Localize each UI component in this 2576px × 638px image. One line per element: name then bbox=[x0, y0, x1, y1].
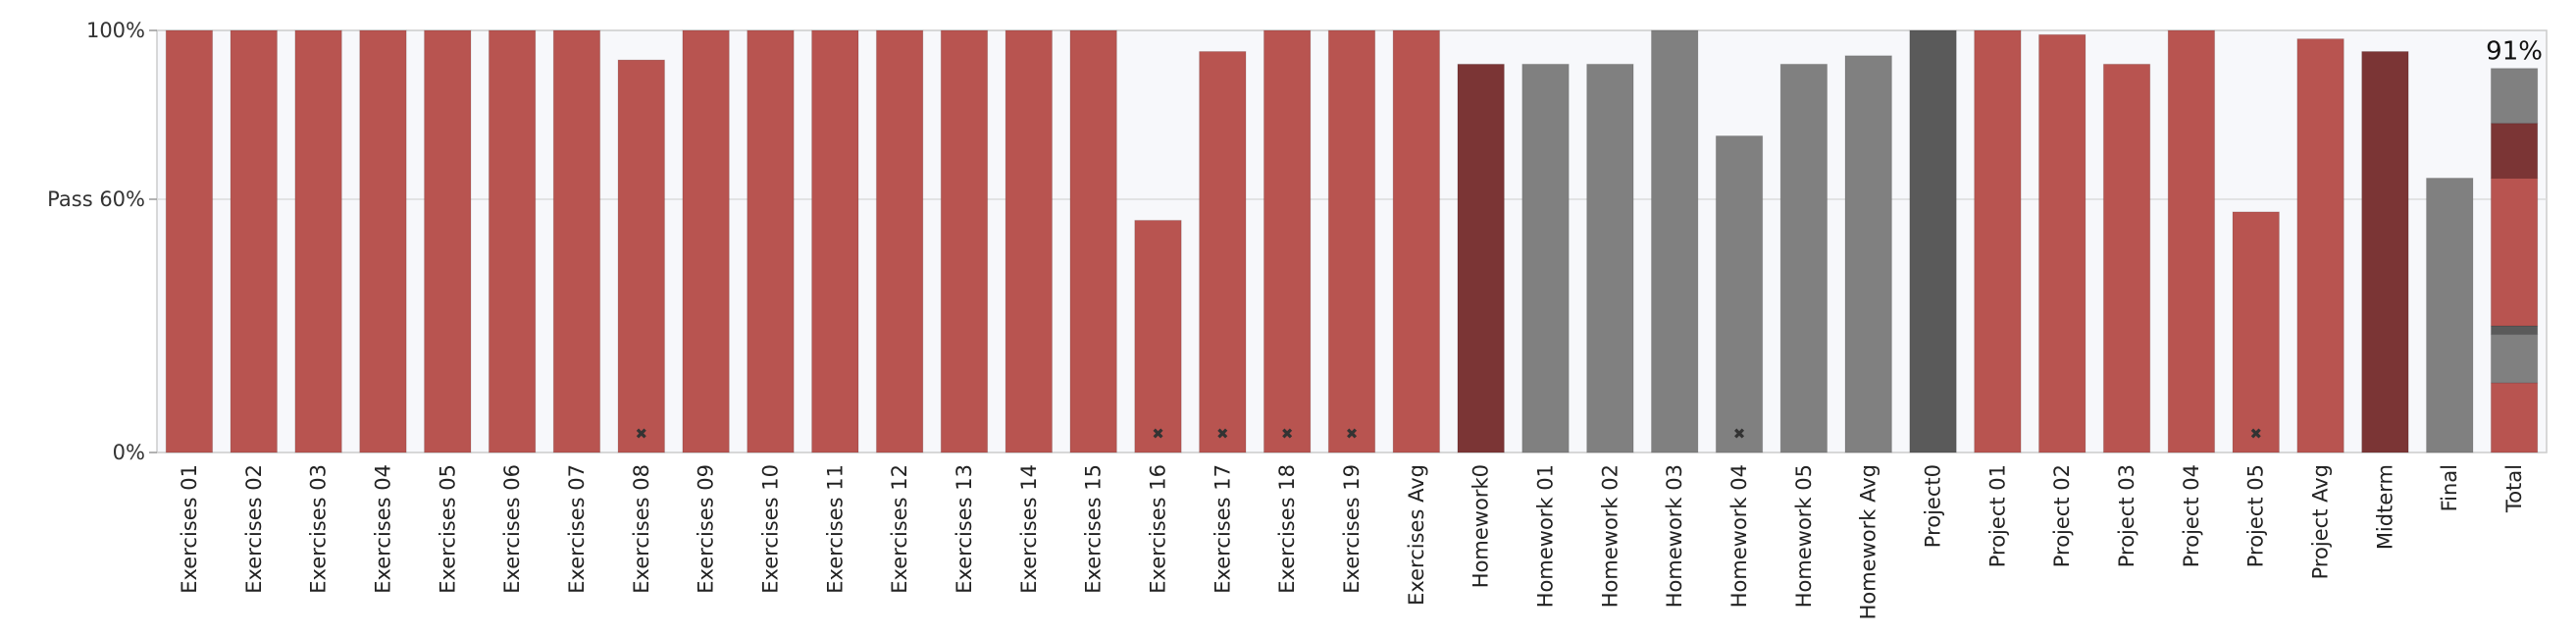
bar-total-segment-2 bbox=[2490, 334, 2539, 384]
x-label-total: Total bbox=[2502, 464, 2526, 513]
bar-exercises-19 bbox=[1327, 29, 1376, 453]
bar-exercises-16 bbox=[1134, 220, 1182, 453]
bar-project-03 bbox=[2102, 63, 2151, 453]
bar-total-segment-4 bbox=[2490, 178, 2539, 327]
x-label-exercises-01: Exercises 01 bbox=[178, 464, 201, 594]
x-label-exercises-19: Exercises 19 bbox=[1340, 464, 1364, 594]
bar-exercises-14 bbox=[1005, 29, 1054, 453]
x-label-exercises-04: Exercises 04 bbox=[371, 464, 394, 594]
bar-project-05 bbox=[2232, 211, 2280, 453]
x-label-homework-05: Homework 05 bbox=[1792, 464, 1816, 608]
x-label-exercises-08: Exercises 08 bbox=[630, 464, 653, 594]
bar-exercises-11 bbox=[811, 29, 859, 453]
bar-project-04 bbox=[2167, 29, 2216, 453]
bar-exercises-01 bbox=[165, 29, 214, 453]
x-label-exercises-10: Exercises 10 bbox=[758, 464, 782, 594]
y-axis-ticks: 0% Pass 60% 100% bbox=[47, 19, 157, 464]
x-label-exercises-07: Exercises 07 bbox=[565, 464, 589, 594]
bars-group bbox=[165, 29, 2539, 453]
bar-project-02 bbox=[2038, 33, 2087, 453]
x-label-exercises-05: Exercises 05 bbox=[436, 464, 459, 594]
x-label-project-04: Project 04 bbox=[2180, 464, 2203, 567]
x-label-exercises-06: Exercises 06 bbox=[500, 464, 524, 594]
bar-exercises-18 bbox=[1262, 29, 1312, 453]
bar-homework-05 bbox=[1779, 63, 1829, 453]
x-label-project-05: Project 05 bbox=[2244, 464, 2268, 567]
bar-exercises-07 bbox=[552, 29, 601, 453]
marker-homework-04: ✖ bbox=[1733, 425, 1746, 443]
total-value-label: 91% bbox=[2486, 37, 2543, 67]
x-label-midterm: Midterm bbox=[2373, 464, 2396, 550]
x-label-exercises-avg: Exercises Avg bbox=[1405, 464, 1428, 606]
x-label-homework-04: Homework 04 bbox=[1727, 464, 1751, 608]
bar-midterm bbox=[2361, 51, 2409, 453]
annotations-group: 91% bbox=[2486, 37, 2543, 67]
bar-exercises-05 bbox=[424, 29, 472, 453]
x-label-project0: Project0 bbox=[1922, 464, 1945, 548]
x-label-exercises-11: Exercises 11 bbox=[823, 464, 847, 594]
bar-total-segment-6 bbox=[2490, 68, 2539, 125]
bar-exercises-17 bbox=[1199, 51, 1247, 453]
bar-total-segment-3 bbox=[2490, 325, 2539, 336]
x-label-exercises-09: Exercises 09 bbox=[695, 464, 718, 594]
y-tick-label-100: 100% bbox=[86, 19, 145, 42]
bar-project-01 bbox=[1974, 29, 2022, 453]
bar-homework0 bbox=[1457, 63, 1505, 453]
x-label-exercises-02: Exercises 02 bbox=[242, 464, 266, 594]
x-label-homework-01: Homework 01 bbox=[1534, 464, 1558, 608]
bar-homework-avg bbox=[1844, 55, 1892, 453]
marker-exercises-16: ✖ bbox=[1152, 425, 1164, 443]
x-label-exercises-17: Exercises 17 bbox=[1211, 464, 1234, 594]
x-label-exercises-16: Exercises 16 bbox=[1146, 464, 1169, 594]
bar-total-segment-5 bbox=[2490, 123, 2539, 179]
x-label-homework0: Homework0 bbox=[1469, 464, 1493, 588]
bar-exercises-15 bbox=[1069, 29, 1117, 453]
markers-group: ✖ ✖ ✖ ✖ ✖ ✖ ✖ bbox=[635, 425, 2262, 443]
bar-exercises-02 bbox=[230, 29, 278, 453]
x-label-exercises-03: Exercises 03 bbox=[307, 464, 331, 594]
x-label-project-02: Project 02 bbox=[2050, 464, 2074, 567]
x-label-project-03: Project 03 bbox=[2115, 464, 2138, 567]
bar-exercises-08 bbox=[617, 59, 665, 453]
x-label-homework-02: Homework 02 bbox=[1598, 464, 1622, 608]
bar-homework-03 bbox=[1650, 29, 1699, 453]
x-label-final: Final bbox=[2438, 464, 2461, 511]
bar-exercises-06 bbox=[488, 29, 537, 453]
y-tick-label-60: Pass 60% bbox=[47, 187, 145, 211]
marker-exercises-17: ✖ bbox=[1216, 425, 1229, 443]
marker-exercises-19: ✖ bbox=[1346, 425, 1359, 443]
marker-exercises-08: ✖ bbox=[635, 425, 647, 443]
bar-final bbox=[2426, 178, 2474, 453]
bar-homework-04 bbox=[1715, 135, 1764, 453]
bar-project-avg bbox=[2296, 38, 2344, 453]
bar-exercises-13 bbox=[940, 29, 989, 453]
bar-project0 bbox=[1909, 29, 1957, 453]
x-label-project-avg: Project Avg bbox=[2309, 464, 2333, 579]
bar-exercises-12 bbox=[875, 29, 924, 453]
x-label-exercises-12: Exercises 12 bbox=[888, 464, 911, 594]
bar-exercises-avg bbox=[1392, 29, 1441, 453]
x-label-exercises-15: Exercises 15 bbox=[1082, 464, 1106, 594]
bar-homework-02 bbox=[1586, 63, 1634, 453]
bar-homework-01 bbox=[1521, 63, 1570, 453]
x-label-exercises-18: Exercises 18 bbox=[1275, 464, 1299, 594]
x-label-homework-03: Homework 03 bbox=[1663, 464, 1686, 608]
x-axis-labels: Exercises 01 Exercises 02 Exercises 03 Exer… bbox=[178, 464, 2526, 619]
bar-exercises-04 bbox=[359, 29, 407, 453]
marker-exercises-18: ✖ bbox=[1281, 425, 1294, 443]
x-label-project-01: Project 01 bbox=[1985, 464, 2009, 567]
bar-total-segment-1 bbox=[2490, 382, 2539, 453]
x-label-exercises-13: Exercises 13 bbox=[953, 464, 976, 594]
y-tick-label-0: 0% bbox=[113, 441, 145, 464]
bar-exercises-09 bbox=[682, 29, 730, 453]
x-label-homework-avg: Homework Avg bbox=[1857, 464, 1880, 619]
x-label-exercises-14: Exercises 14 bbox=[1017, 464, 1041, 594]
marker-project-05: ✖ bbox=[2249, 425, 2262, 443]
bar-exercises-10 bbox=[747, 29, 795, 453]
bar-exercises-03 bbox=[294, 29, 342, 453]
